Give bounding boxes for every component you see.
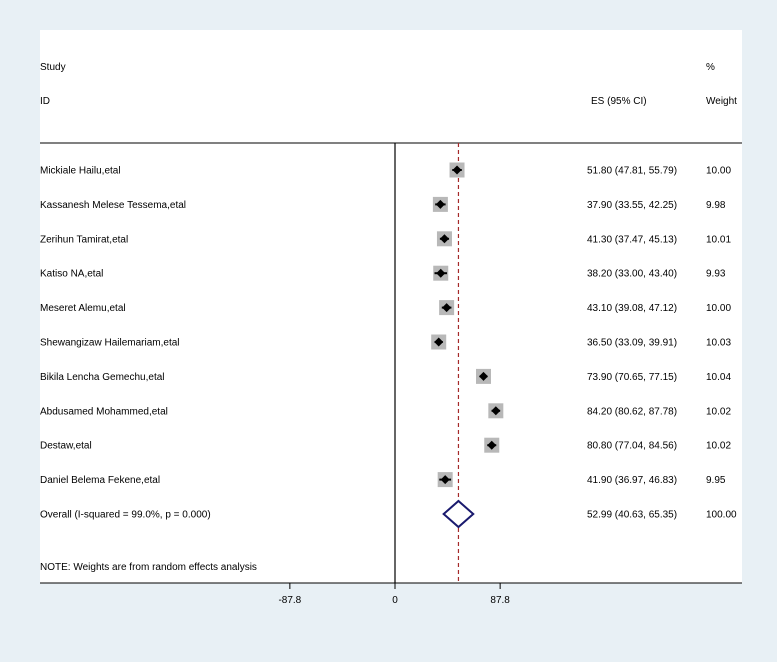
- header-weight: Weight: [706, 96, 737, 107]
- x-tick-label: 0: [392, 595, 398, 606]
- overall-es-text: 52.99 (40.63, 65.35): [587, 510, 677, 521]
- study-weight: 10.02: [706, 406, 731, 417]
- header-percent: %: [706, 62, 715, 73]
- study-row: Abdusamed Mohammed,etal 84.20 (80.62, 87.…: [40, 403, 731, 419]
- study-label: Mickiale Hailu,etal: [40, 166, 121, 177]
- overall-diamond: [442, 499, 475, 529]
- study-label: Zerihun Tamirat,etal: [40, 234, 128, 245]
- overall-label: Overall (I-squared = 99.0%, p = 0.000): [40, 510, 211, 521]
- study-es-text: 38.20 (33.00, 43.40): [587, 269, 677, 280]
- study-es-text: 37.90 (33.55, 42.25): [587, 200, 677, 211]
- study-point: [487, 440, 497, 450]
- study-weight: 9.93: [706, 269, 726, 280]
- study-row: Bikila Lencha Gemechu,etal 73.90 (70.65, …: [40, 368, 731, 384]
- study-label: Bikila Lencha Gemechu,etal: [40, 372, 165, 383]
- study-point: [435, 199, 445, 209]
- header-es: ES (95% CI): [591, 96, 647, 107]
- study-es-text: 51.80 (47.81, 55.79): [587, 166, 677, 177]
- study-rows: Mickiale Hailu,etal 51.80 (47.81, 55.79) 1…: [40, 143, 737, 583]
- study-weight: 10.01: [706, 234, 731, 245]
- x-tick-label: -87.8: [278, 595, 301, 606]
- overall-weight: 100.00: [706, 510, 737, 521]
- study-label: Kassanesh Melese Tessema,etal: [40, 200, 186, 211]
- study-es-text: 43.10 (39.08, 47.12): [587, 303, 677, 314]
- study-es-text: 36.50 (33.09, 39.91): [587, 338, 677, 349]
- study-es-text: 80.80 (77.04, 84.56): [587, 441, 677, 452]
- study-row: Meseret Alemu,etal 43.10 (39.08, 47.12) 10…: [40, 300, 731, 316]
- study-weight: 10.00: [706, 303, 731, 314]
- study-row: Zerihun Tamirat,etal 41.30 (37.47, 45.13)…: [40, 231, 731, 247]
- study-weight: 10.02: [706, 441, 731, 452]
- study-label: Daniel Belema Fekene,etal: [40, 475, 160, 486]
- study-weight: 9.98: [706, 200, 726, 211]
- study-label: Katiso NA,etal: [40, 269, 103, 280]
- plot-area: [40, 30, 742, 583]
- study-point: [436, 268, 446, 278]
- overall-row: Overall (I-squared = 99.0%, p = 0.000) 52…: [40, 499, 737, 529]
- study-point: [439, 234, 449, 244]
- study-row: Kassanesh Melese Tessema,etal 37.90 (33.5…: [40, 196, 726, 212]
- x-axis-ticks: -87.8 0 87.8: [278, 583, 510, 606]
- study-point: [434, 337, 444, 347]
- study-label: Shewangizaw Hailemariam,etal: [40, 338, 180, 349]
- header-study: Study: [40, 62, 66, 73]
- study-row: Shewangizaw Hailemariam,etal 36.50 (33.09…: [40, 334, 731, 350]
- study-weight: 10.03: [706, 338, 731, 349]
- study-label: Abdusamed Mohammed,etal: [40, 406, 168, 417]
- study-es-text: 41.30 (37.47, 45.13): [587, 234, 677, 245]
- study-point: [478, 371, 488, 381]
- study-point: [452, 165, 462, 175]
- study-weight: 10.04: [706, 372, 731, 383]
- study-es-text: 41.90 (36.97, 46.83): [587, 475, 677, 486]
- weights-note: NOTE: Weights are from random effects an…: [40, 562, 257, 573]
- study-point: [442, 303, 452, 313]
- study-label: Meseret Alemu,etal: [40, 303, 126, 314]
- study-weight: 9.95: [706, 475, 726, 486]
- study-row: Destaw,etal 80.80 (77.04, 84.56) 10.02: [40, 437, 731, 453]
- study-row: Katiso NA,etal 38.20 (33.00, 43.40) 9.93: [40, 265, 726, 281]
- header-id: ID: [40, 96, 50, 107]
- study-point: [440, 475, 450, 485]
- x-tick-label: 87.8: [490, 595, 510, 606]
- study-es-text: 73.90 (70.65, 77.15): [587, 372, 677, 383]
- study-weight: 10.00: [706, 166, 731, 177]
- study-es-text: 84.20 (80.62, 87.78): [587, 406, 677, 417]
- study-row: Daniel Belema Fekene,etal 41.90 (36.97, 4…: [40, 472, 726, 488]
- study-row: Mickiale Hailu,etal 51.80 (47.81, 55.79) 1…: [40, 162, 731, 178]
- study-point: [491, 406, 501, 416]
- study-label: Destaw,etal: [40, 441, 92, 452]
